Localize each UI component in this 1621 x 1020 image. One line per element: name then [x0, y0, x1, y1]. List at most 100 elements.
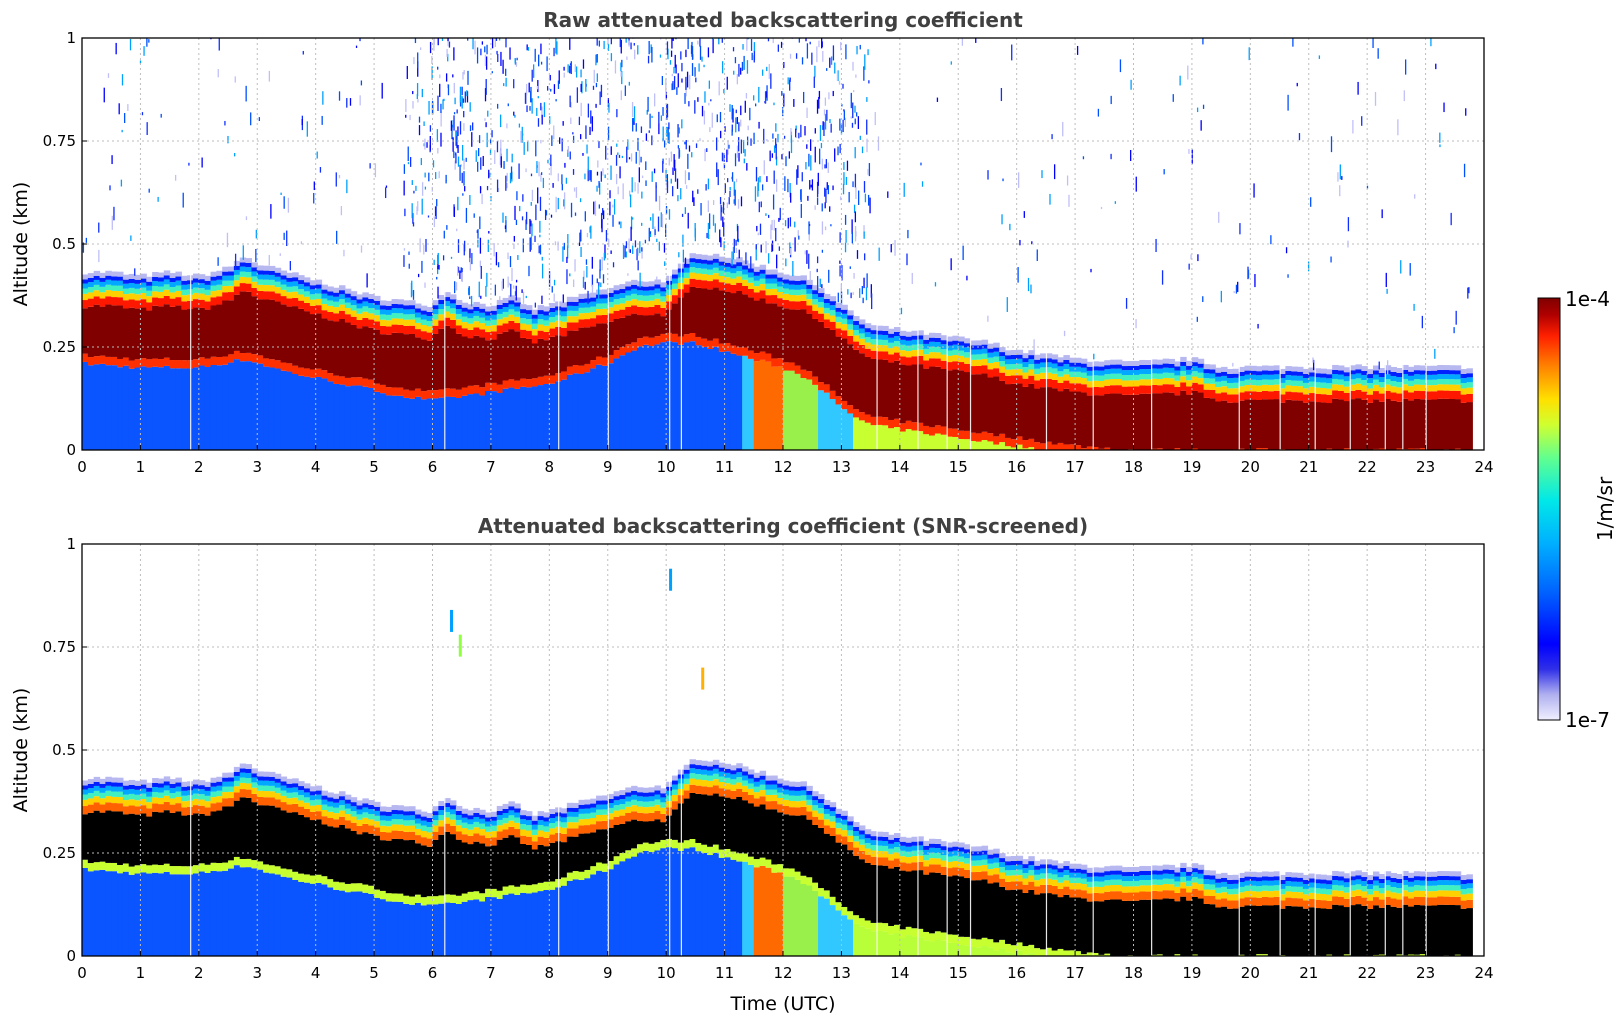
heatmap-cell	[444, 831, 451, 895]
heatmap-cell	[800, 275, 807, 281]
heatmap-cell	[467, 810, 474, 816]
heatmap-cell	[730, 259, 737, 265]
heatmap-cell	[379, 393, 387, 450]
noise-speck	[767, 214, 770, 218]
noise-speck	[1036, 249, 1038, 261]
heatmap-cell	[1034, 363, 1041, 369]
heatmap-cell	[660, 282, 667, 288]
heatmap-cell	[391, 805, 399, 810]
heatmap-cell	[940, 368, 948, 427]
x-tick-label: 8	[545, 458, 555, 476]
noise-speck	[1232, 362, 1234, 367]
noise-speck	[452, 137, 454, 152]
heatmap-cell	[1448, 379, 1456, 385]
heatmap-cell	[391, 809, 399, 815]
heatmap-cell	[952, 861, 959, 868]
noise-speck	[671, 83, 673, 91]
noise-speck	[467, 38, 469, 41]
heatmap-cell	[1191, 362, 1199, 367]
heatmap-cell	[625, 300, 632, 308]
noise-speck	[798, 235, 800, 240]
heatmap-cell	[1139, 373, 1146, 380]
heatmap-cell	[321, 799, 328, 805]
heatmap-cell	[87, 306, 95, 358]
heatmap-cell	[1156, 448, 1164, 450]
noise-speck	[684, 170, 687, 185]
heatmap-cell	[222, 300, 229, 357]
noise-speck	[797, 165, 799, 178]
noise-speck	[900, 307, 903, 315]
noise-speck	[338, 174, 341, 179]
heatmap-cell	[864, 838, 872, 844]
heatmap-cell	[444, 803, 451, 808]
heatmap-cell	[882, 931, 889, 956]
noise-speck	[740, 139, 743, 154]
noise-speck	[647, 55, 650, 64]
heatmap-cell	[619, 790, 626, 796]
noise-speck	[1030, 284, 1032, 294]
heatmap-cell	[444, 297, 451, 302]
noise-speck	[843, 162, 845, 170]
heatmap-cell	[1343, 386, 1351, 393]
noise-speck	[469, 102, 471, 112]
heatmap-cell	[853, 822, 860, 827]
heatmap-cell	[812, 384, 819, 450]
heatmap-cell	[309, 294, 317, 300]
heatmap-cell	[450, 294, 457, 300]
heatmap-cell	[321, 824, 328, 877]
heatmap-cell	[105, 862, 112, 872]
noise-speck	[121, 74, 124, 86]
heatmap-cell	[245, 789, 253, 798]
noise-speck	[528, 82, 530, 93]
heatmap-cell	[444, 823, 451, 832]
heatmap-cell	[531, 824, 539, 830]
heatmap-cell	[1016, 383, 1024, 437]
heatmap-cell	[1402, 369, 1409, 375]
heatmap-cell	[1051, 368, 1059, 374]
noise-speck	[672, 38, 674, 41]
heatmap-cell	[911, 870, 918, 929]
noise-speck	[703, 110, 706, 125]
heatmap-cell	[1168, 363, 1175, 368]
noise-speck	[569, 38, 571, 50]
heatmap-cell	[882, 865, 889, 924]
heatmap-cell	[520, 824, 527, 830]
noise-speck	[806, 43, 809, 59]
heatmap-cell	[999, 433, 1006, 443]
heatmap-cell	[490, 845, 498, 889]
heatmap-cell	[1454, 399, 1462, 449]
heatmap-cell	[169, 804, 177, 813]
heatmap-cell	[485, 306, 492, 312]
heatmap-cell	[385, 334, 393, 388]
heatmap-cell	[753, 292, 761, 301]
heatmap-cell	[222, 271, 229, 276]
heatmap-cell	[876, 345, 883, 352]
heatmap-cell	[99, 298, 106, 307]
heatmap-cell	[964, 347, 971, 353]
heatmap-cell	[911, 836, 918, 842]
heatmap-cell	[157, 367, 165, 450]
heatmap-cell	[590, 368, 597, 450]
heatmap-cell	[765, 794, 772, 802]
heatmap-cell	[339, 890, 346, 956]
heatmap-cell	[1302, 373, 1310, 378]
heatmap-cell	[502, 306, 510, 312]
heatmap-cell	[525, 305, 533, 311]
noise-speck	[485, 122, 487, 128]
heatmap-cell	[368, 379, 375, 388]
heatmap-cell	[934, 425, 942, 434]
heatmap-cell	[438, 903, 445, 956]
heatmap-cell	[736, 772, 743, 778]
heatmap-cell	[1022, 440, 1029, 449]
noise-speck	[612, 262, 615, 268]
heatmap-cell	[1466, 402, 1473, 450]
heatmap-cell	[1092, 375, 1100, 381]
heatmap-cell	[303, 282, 311, 287]
heatmap-cell	[753, 280, 761, 287]
heatmap-cell	[286, 371, 293, 450]
noise-speck	[508, 282, 511, 286]
heatmap-cell	[946, 370, 954, 429]
heatmap-cell	[1016, 889, 1024, 943]
noise-speck	[824, 226, 827, 231]
heatmap-cell	[636, 821, 644, 845]
